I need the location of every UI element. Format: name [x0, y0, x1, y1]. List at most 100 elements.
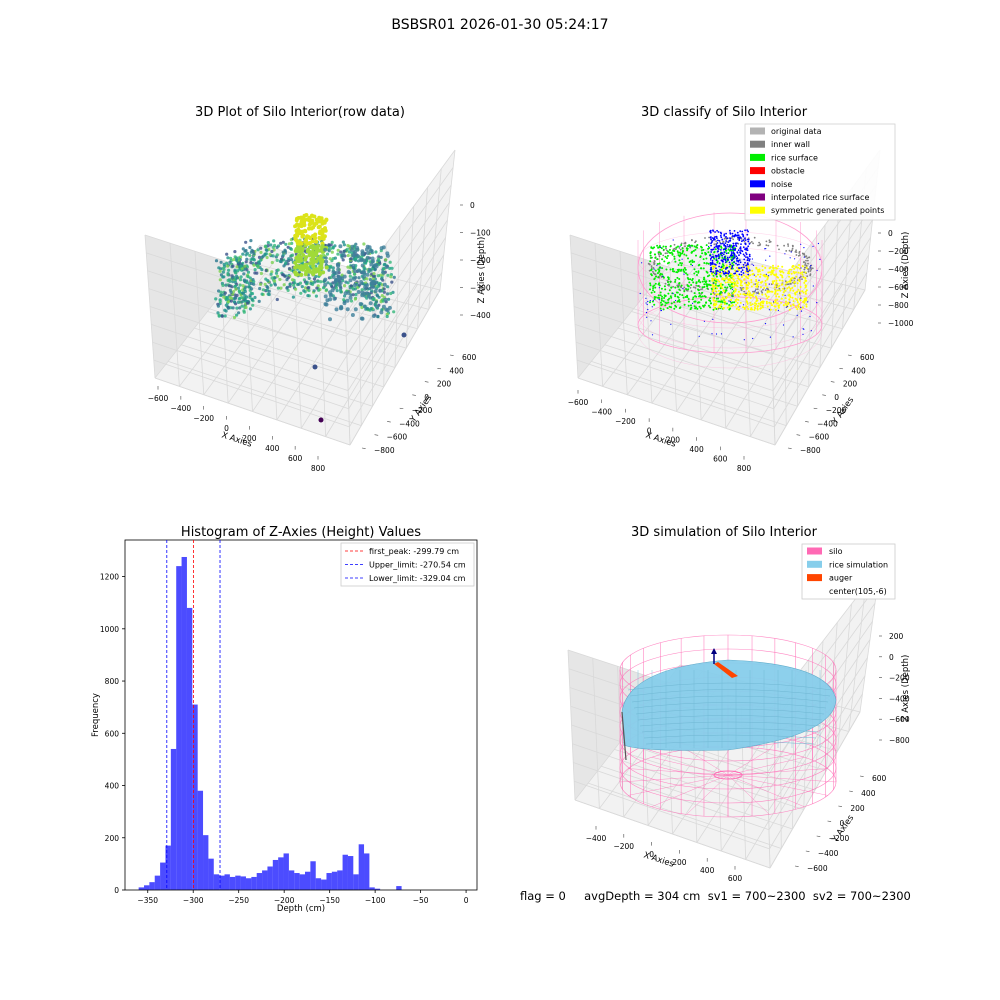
z-tick-label: −300: [470, 284, 491, 293]
legend-swatch: [807, 547, 822, 555]
data-point: [656, 244, 659, 247]
data-point: [668, 289, 671, 292]
data-point: [719, 283, 722, 286]
data-point: [360, 263, 365, 268]
data-point: [741, 230, 744, 233]
x-tick-label: −200: [193, 414, 214, 423]
data-point: [769, 240, 772, 243]
data-point: [297, 229, 302, 234]
data-point: [353, 283, 357, 287]
data-point: [768, 267, 771, 270]
data-point: [337, 271, 341, 275]
y-tick-label: 600: [105, 729, 120, 738]
data-point: [787, 243, 789, 246]
histogram-bar: [310, 861, 316, 890]
data-point: [713, 251, 716, 254]
data-point: [747, 308, 750, 310]
data-point: [737, 260, 740, 263]
data-point: [349, 257, 353, 261]
data-point: [720, 249, 722, 251]
data-point: [724, 261, 727, 264]
data-point: [757, 291, 759, 294]
x-tick-label: −400: [171, 404, 192, 413]
histogram-bar: [197, 790, 204, 890]
data-point: [680, 286, 683, 289]
data-point: [291, 295, 295, 299]
data-point: [728, 304, 731, 307]
data-point: [653, 260, 656, 262]
data-point: [705, 301, 708, 304]
data-point: [385, 308, 390, 313]
data-point: [730, 301, 733, 304]
data-point: [645, 297, 647, 299]
data-point: [787, 270, 790, 273]
data-point: [334, 307, 339, 312]
grid-line: [644, 294, 832, 349]
y-tick-label: 0: [114, 886, 119, 895]
data-point: [294, 218, 299, 223]
data-point: [251, 257, 256, 261]
data-point: [374, 304, 379, 309]
data-point: [659, 291, 662, 294]
data-point: [345, 307, 350, 312]
data-point: [278, 277, 282, 282]
data-point: [799, 308, 802, 310]
z-tick-label: −200: [889, 674, 910, 683]
grid-line: [750, 284, 843, 437]
data-point: [736, 301, 739, 304]
data-point: [720, 242, 722, 245]
data-point: [655, 275, 657, 278]
data-point: [733, 256, 736, 258]
data-point: [707, 262, 710, 265]
data-point: [712, 318, 714, 320]
z-axis-label: Z Axies (Depth): [901, 232, 911, 299]
rice-mesh: [631, 695, 829, 703]
legend-swatch: [750, 180, 765, 188]
data-point: [776, 244, 779, 247]
data-point: [802, 291, 805, 294]
data-point: [715, 300, 718, 303]
data-point: [218, 299, 222, 304]
data-point: [718, 280, 721, 283]
data-point: [294, 271, 299, 276]
data-point: [713, 285, 716, 288]
rice-mesh: [641, 728, 819, 733]
data-point: [689, 260, 692, 263]
data-point: [705, 270, 708, 273]
data-point: [741, 275, 743, 278]
data-point: [236, 269, 240, 273]
data-point: [242, 309, 246, 313]
histogram-bar: [321, 879, 327, 890]
data-point: [774, 284, 777, 287]
data-point: [807, 262, 809, 265]
data-point: [698, 279, 701, 282]
data-point: [717, 231, 720, 233]
legend-label: first_peak: -299.79 cm: [369, 547, 459, 556]
status-summary: flag = 0 avgDepth = 304 cm sv1 = 700~230…: [520, 889, 911, 903]
data-point: [324, 259, 329, 264]
data-point: [724, 281, 727, 284]
data-point: [726, 256, 729, 259]
data-point: [700, 298, 703, 301]
data-point: [714, 254, 717, 257]
data-point: [733, 261, 735, 264]
data-point: [812, 285, 814, 287]
histogram-bar: [160, 862, 166, 890]
data-point: [804, 277, 807, 280]
data-point: [721, 267, 724, 270]
data-point: [773, 305, 776, 308]
data-point: [218, 278, 222, 282]
data-point: [724, 258, 727, 261]
data-point: [746, 277, 749, 279]
data-point: [372, 296, 376, 301]
data-point: [342, 243, 346, 247]
data-point: [244, 253, 248, 257]
data-point: [226, 278, 230, 283]
data-point: [241, 291, 245, 295]
data-point: [729, 279, 732, 282]
data-point: [264, 244, 268, 248]
data-point: [664, 252, 667, 255]
data-point: [713, 243, 716, 246]
data-point: [733, 281, 735, 284]
data-point: [685, 254, 688, 257]
